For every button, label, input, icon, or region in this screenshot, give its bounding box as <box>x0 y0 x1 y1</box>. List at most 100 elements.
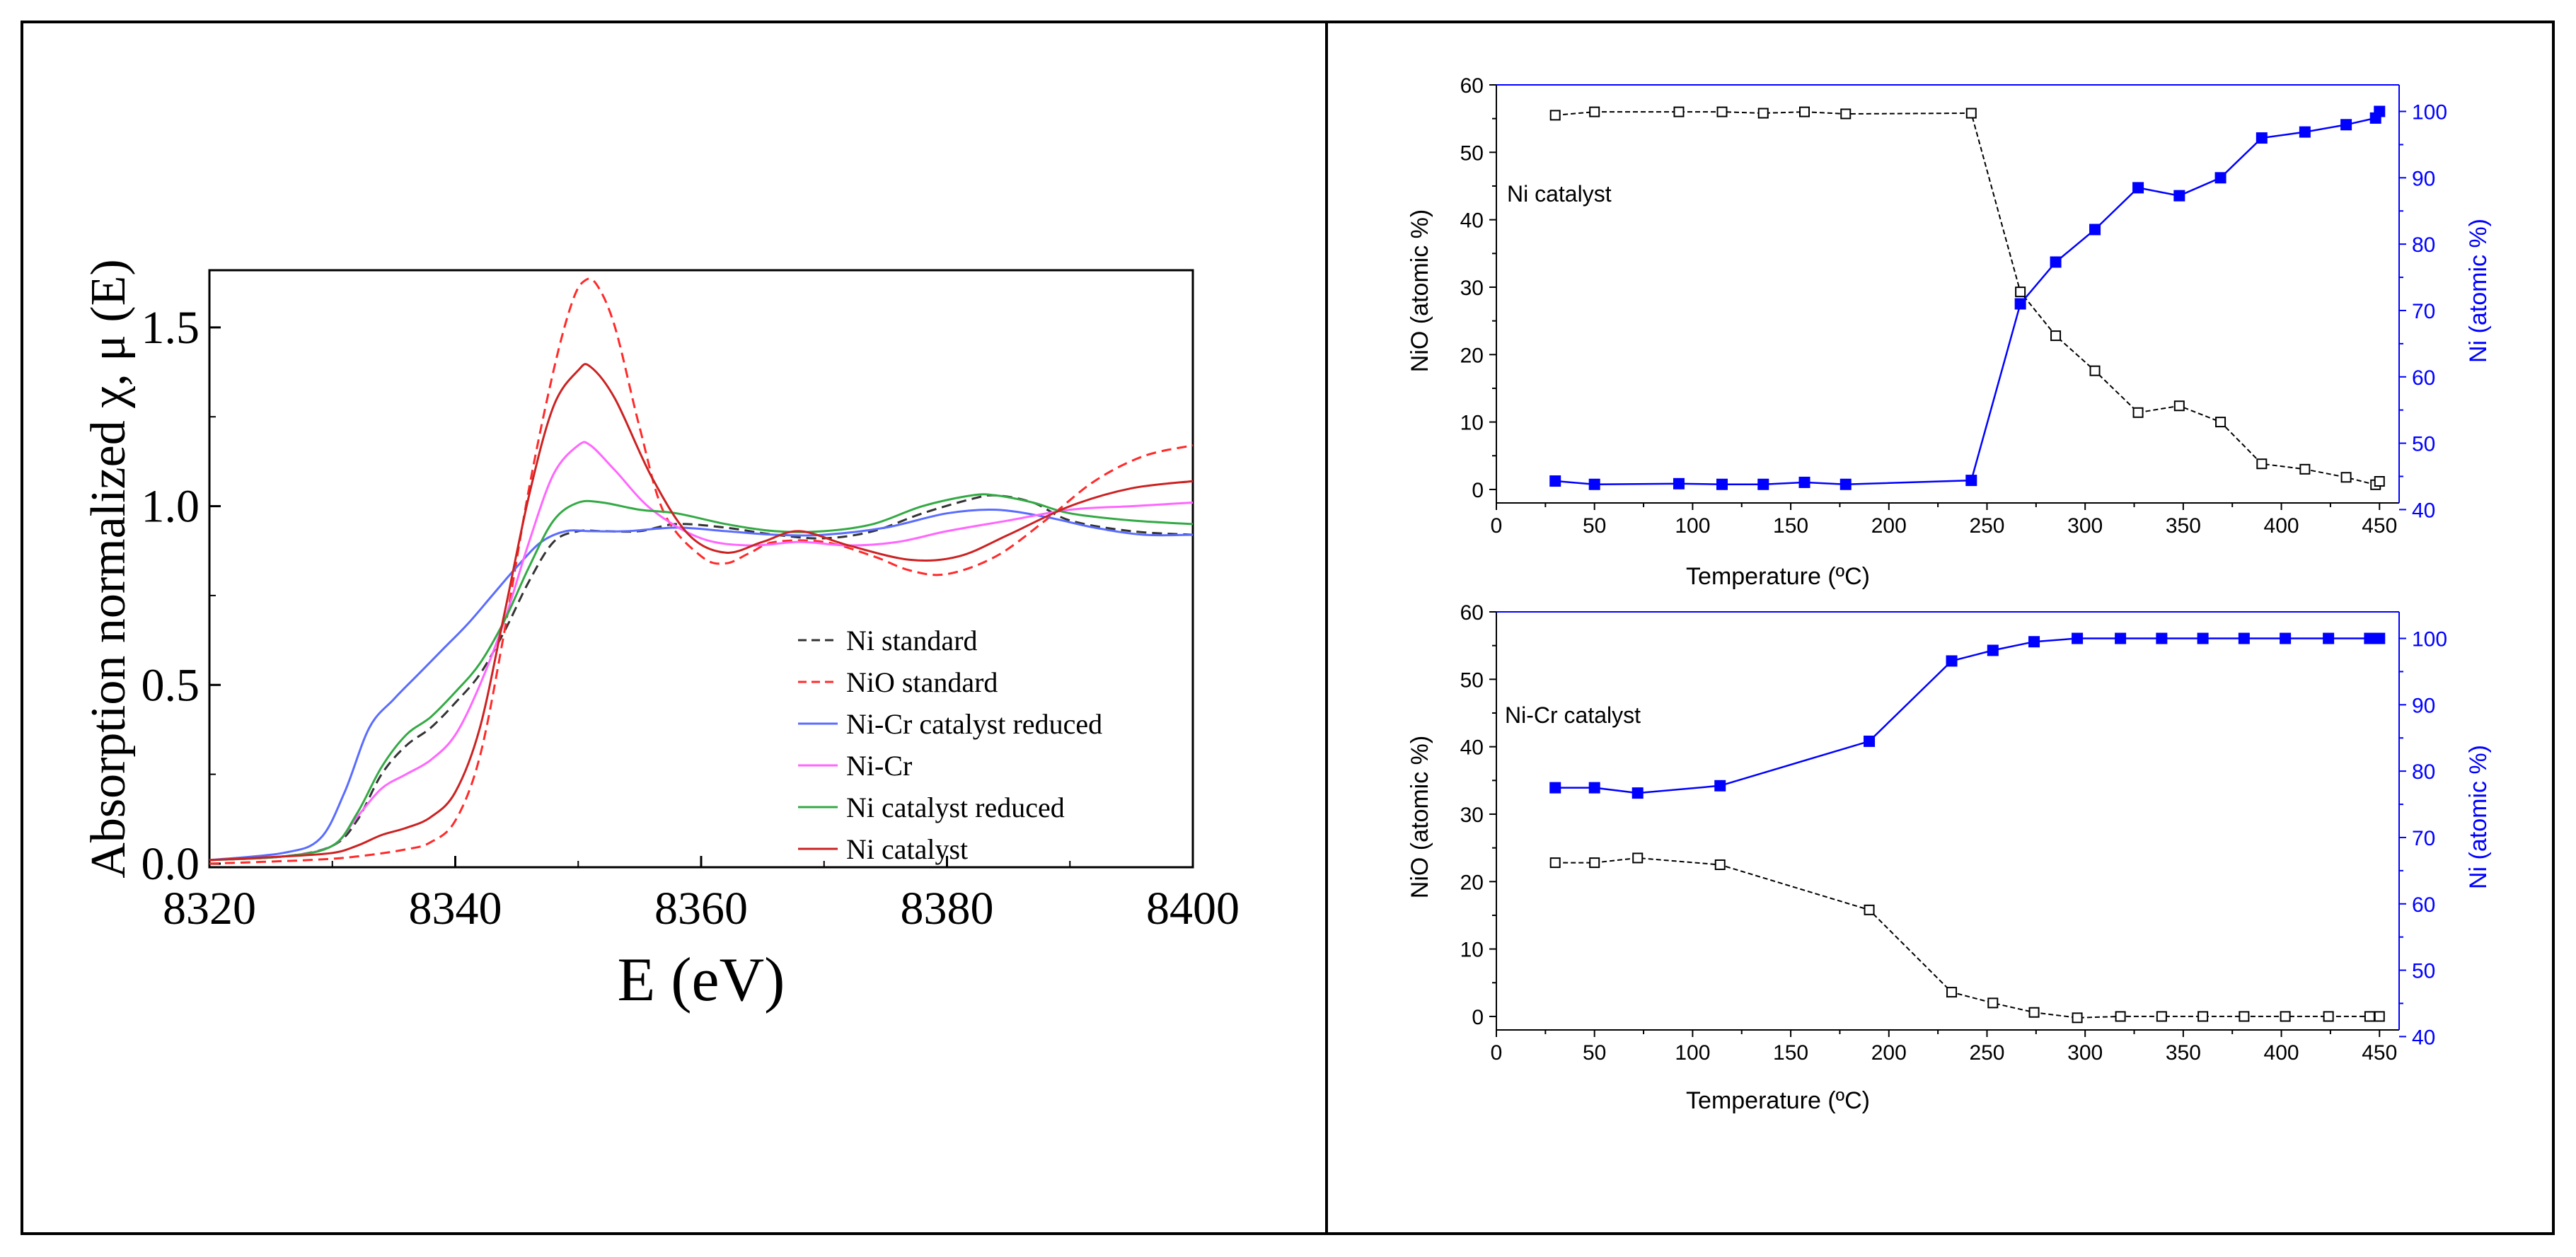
nicr-catalyst-point-nio <box>2280 1011 2291 1022</box>
ni-catalyst-point-ni <box>2256 132 2268 144</box>
xanes-x-tick-label: 8320 <box>163 883 256 934</box>
nicr-catalyst-x-tick-label: 250 <box>1969 1041 2004 1065</box>
ni-catalyst-point-nio <box>2050 330 2062 342</box>
nicr-catalyst-y-tick-label: 20 <box>1460 871 1484 894</box>
nicr-catalyst-point-ni <box>2156 632 2168 644</box>
nicr-catalyst-point-nio <box>1864 904 1875 915</box>
xanes-y-tick-labels: 0.0 0.5 1.0 1.5 <box>141 302 200 890</box>
ni-catalyst-point-nio <box>1840 108 1852 120</box>
xanes-y-tick-label: 1.5 <box>141 302 200 354</box>
ni-catalyst-x-tick-label: 250 <box>1969 514 2004 538</box>
ni-catalyst-y2-tick-label: 80 <box>2412 233 2435 257</box>
nicr-catalyst-point-ni <box>2072 632 2084 644</box>
nicr-catalyst-y-tick-label: 50 <box>1460 668 1484 692</box>
nicr-catalyst-point-nio <box>2156 1011 2167 1022</box>
xanes-x-tick-label: 8360 <box>654 883 748 934</box>
nicr-catalyst-point-ni <box>2238 632 2250 644</box>
legend-label-ni-cr-catalyst-reduced: Ni-Cr catalyst reduced <box>846 708 1102 740</box>
nicr-catalyst-x-tick-label: 200 <box>1871 1041 1907 1065</box>
xanes-y-axis-title: Absorption normalized χ, μ (E) <box>81 259 136 878</box>
legend-label-ni-standard: Ni standard <box>846 625 978 656</box>
ni-catalyst-point-nio <box>2374 475 2385 487</box>
ni-catalyst-axes: 0 50 100 150 200 250 300 350 400 450 0 10 20 30 40 50 60… <box>1460 74 2447 538</box>
xanes-legend: Ni standard NiO standard Ni-Cr catalyst re… <box>798 625 1102 865</box>
nicr-catalyst-point-ni <box>1631 787 1644 799</box>
xanes-x-tick-label: 8400 <box>1146 883 1240 934</box>
xanes-series-lines <box>209 277 1194 865</box>
legend-label-ni-cr: Ni-Cr <box>846 750 912 782</box>
ni-catalyst-point-ni <box>1549 475 1561 487</box>
ni-catalyst-point-nio <box>2340 472 2352 483</box>
nicr-catalyst-point-nio <box>1987 997 1999 1009</box>
ni-catalyst-x-tick-label: 150 <box>1773 514 1808 538</box>
figure-frame <box>21 21 2555 1235</box>
ni-catalyst-point-ni <box>2132 182 2144 194</box>
ni-catalyst-x-tick-label: 200 <box>1871 514 1907 538</box>
nicr-catalyst-y-tick-label: 40 <box>1460 736 1484 760</box>
nicr-catalyst-point-nio <box>2239 1011 2250 1022</box>
ni-catalyst-x-tick-label: 0 <box>1491 514 1503 538</box>
ni-catalyst-point-ni <box>2014 298 2026 310</box>
ni-catalyst-point-nio <box>2215 417 2226 428</box>
ni-catalyst-point-ni <box>2374 105 2386 117</box>
ni-catalyst-series <box>1549 105 2386 490</box>
ni-catalyst-point-ni <box>1965 475 1977 487</box>
ni-catalyst-point-ni <box>2050 256 2062 268</box>
nicr-catalyst-point-nio <box>2364 1011 2375 1022</box>
nicr-catalyst-line-nio <box>1555 857 2380 1019</box>
nicr-catalyst-series <box>1549 632 2386 1024</box>
nicr-catalyst-x-tick-label: 100 <box>1675 1041 1710 1065</box>
xanes-y-tick-label: 1.0 <box>141 481 200 533</box>
nicr-catalyst-x-tick-label: 400 <box>2264 1041 2299 1065</box>
ni-catalyst-y2-tick-label: 100 <box>2412 101 2447 124</box>
ni-catalyst-point-ni <box>2173 190 2185 202</box>
nicr-catalyst-point-nio <box>1714 859 1726 870</box>
xanes-y-tick-label: 0.0 <box>141 838 200 890</box>
ni-catalyst-x-tick-label: 50 <box>1583 514 1606 538</box>
nicr-catalyst-x-tick-label: 150 <box>1773 1041 1808 1065</box>
ni-catalyst-point-nio <box>1673 106 1685 117</box>
ni-catalyst-y-tick-label: 10 <box>1460 412 1484 435</box>
ni-catalyst-x-tick-label: 100 <box>1675 514 1710 538</box>
ni-catalyst-x-tick-label: 450 <box>2362 514 2397 538</box>
ni-catalyst-x-axis-title: Temperature (ºC) <box>1686 563 1870 590</box>
ni-catalyst-point-nio <box>1716 106 1728 117</box>
ni-catalyst-point-ni <box>1673 477 1685 490</box>
ni-catalyst-point-ni <box>1798 476 1810 488</box>
nicr-catalyst-x-tick-label: 300 <box>2067 1041 2103 1065</box>
ni-catalyst-y-tick-label: 20 <box>1460 344 1484 367</box>
ni-catalyst-point-nio <box>2089 365 2101 376</box>
nicr-catalyst-point-nio <box>1589 857 1600 869</box>
nicr-catalyst-point-nio <box>2115 1011 2126 1022</box>
xanes-line-ni-cr <box>209 441 1194 862</box>
nicr-catalyst-point-ni <box>2028 636 2040 648</box>
nicr-catalyst-x-tick-label: 50 <box>1583 1041 1606 1065</box>
ni-catalyst-point-ni <box>2340 119 2352 131</box>
ni-catalyst-point-nio <box>1589 106 1600 117</box>
nicr-catalyst-y2-tick-label: 90 <box>2412 694 2435 717</box>
ni-catalyst-point-ni <box>1716 478 1728 490</box>
ni-catalyst-y-tick-label: 50 <box>1460 141 1484 165</box>
ni-catalyst-annotation: Ni catalyst <box>1507 181 1612 207</box>
nicr-catalyst-y-tick-label: 10 <box>1460 939 1484 962</box>
nicr-catalyst-point-nio <box>2028 1007 2040 1018</box>
nicr-catalyst-point-ni <box>2374 632 2386 644</box>
ni-catalyst-point-nio <box>2015 286 2026 298</box>
ni-catalyst-point-nio <box>1799 106 1810 117</box>
nicr-catalyst-y-tick-label: 0 <box>1472 1006 1484 1029</box>
nicr-catalyst-point-nio <box>2072 1012 2083 1024</box>
ni-catalyst-point-ni <box>1839 478 1852 490</box>
legend-label-ni-catalyst-reduced: Ni catalyst reduced <box>846 792 1065 823</box>
nicr-catalyst-point-ni <box>1714 780 1726 792</box>
nicr-catalyst-point-ni <box>2364 632 2376 644</box>
legend-label-nio-standard: NiO standard <box>846 666 998 698</box>
ni-catalyst-point-ni <box>1588 478 1600 490</box>
xanes-y-tick-label: 0.5 <box>141 659 200 711</box>
xanes-line-ni-cr-catalyst-reduced <box>209 508 1194 862</box>
ni-catalyst-line-nio <box>1555 111 2380 486</box>
ni-catalyst-point-ni <box>1757 478 1769 490</box>
ni-catalyst-line-ni <box>1555 110 2381 485</box>
nicr-catalyst-point-ni <box>1588 782 1600 794</box>
nicr-catalyst-y2-tick-label: 80 <box>2412 760 2435 784</box>
ni-catalyst-chart: 0 50 100 150 200 250 300 350 400 450 0 10 20 30 40 50 60… <box>1407 74 2492 590</box>
